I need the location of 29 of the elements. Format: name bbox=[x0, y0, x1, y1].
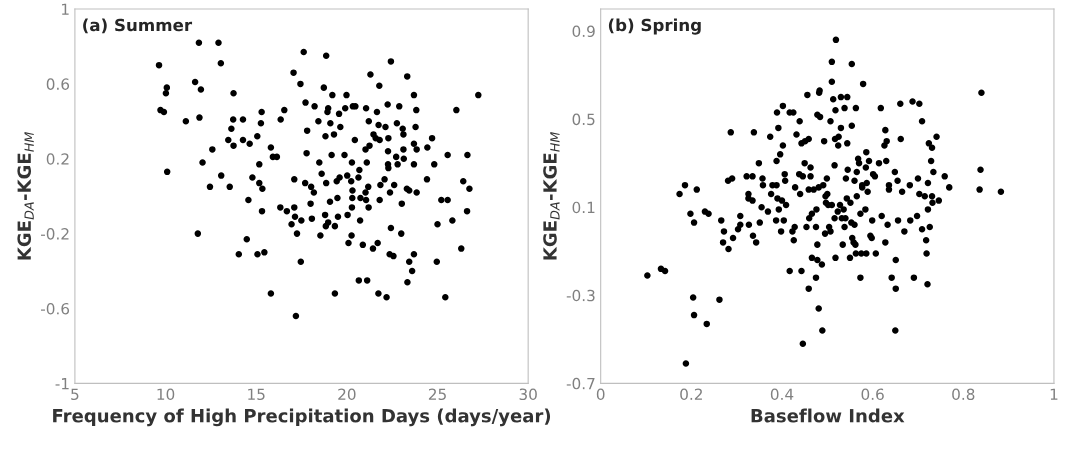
text: (b) Spring bbox=[608, 18, 701, 35]
x-tick-label: 10 bbox=[157, 388, 175, 401]
y-tick-label: -0.7 bbox=[566, 377, 595, 390]
x-tick-label: 20 bbox=[338, 388, 356, 401]
x-tick-label: 0 bbox=[596, 388, 605, 401]
y-tick-label: -1 bbox=[55, 378, 69, 390]
x-tick-label: 25 bbox=[428, 388, 446, 401]
x-axis-title: Baseflow Index bbox=[751, 408, 905, 423]
y-tick-label: -0.3 bbox=[566, 289, 595, 302]
y-tick-label: 0.5 bbox=[572, 113, 595, 126]
y-axis-title: KGE$_{DA}$-KGE$_{HM}$ bbox=[17, 132, 34, 260]
y-tick-label: 0.9 bbox=[572, 25, 595, 38]
x-tick-label: 1 bbox=[1050, 388, 1058, 400]
x-tick-label: 0.6 bbox=[861, 388, 884, 401]
y-tick-label: -0.2 bbox=[40, 228, 69, 240]
x-tick-label: 5 bbox=[71, 388, 79, 401]
y-tick-label: 0.2 bbox=[46, 153, 69, 165]
x-tick-label: 0.2 bbox=[680, 388, 702, 401]
y-tick-label: 0.6 bbox=[46, 78, 70, 90]
x-axis-title: Frequency of High Precipitation Days (days/year) bbox=[53, 408, 551, 427]
x-tick-label: 0.4 bbox=[770, 388, 794, 401]
x-tick-label: 15 bbox=[248, 388, 265, 401]
x-tick-label: 0.8 bbox=[952, 388, 975, 401]
y-tick-label: 0.1 bbox=[572, 201, 595, 214]
x-tick-label: 30 bbox=[519, 388, 537, 401]
y-tick-label: 1 bbox=[62, 3, 69, 15]
text: (a) Summer bbox=[83, 18, 193, 34]
y-axis-title: KGE$_{DA}$-KGE$_{HM}$ bbox=[543, 132, 560, 260]
y-tick-label: -0.6 bbox=[40, 302, 70, 315]
